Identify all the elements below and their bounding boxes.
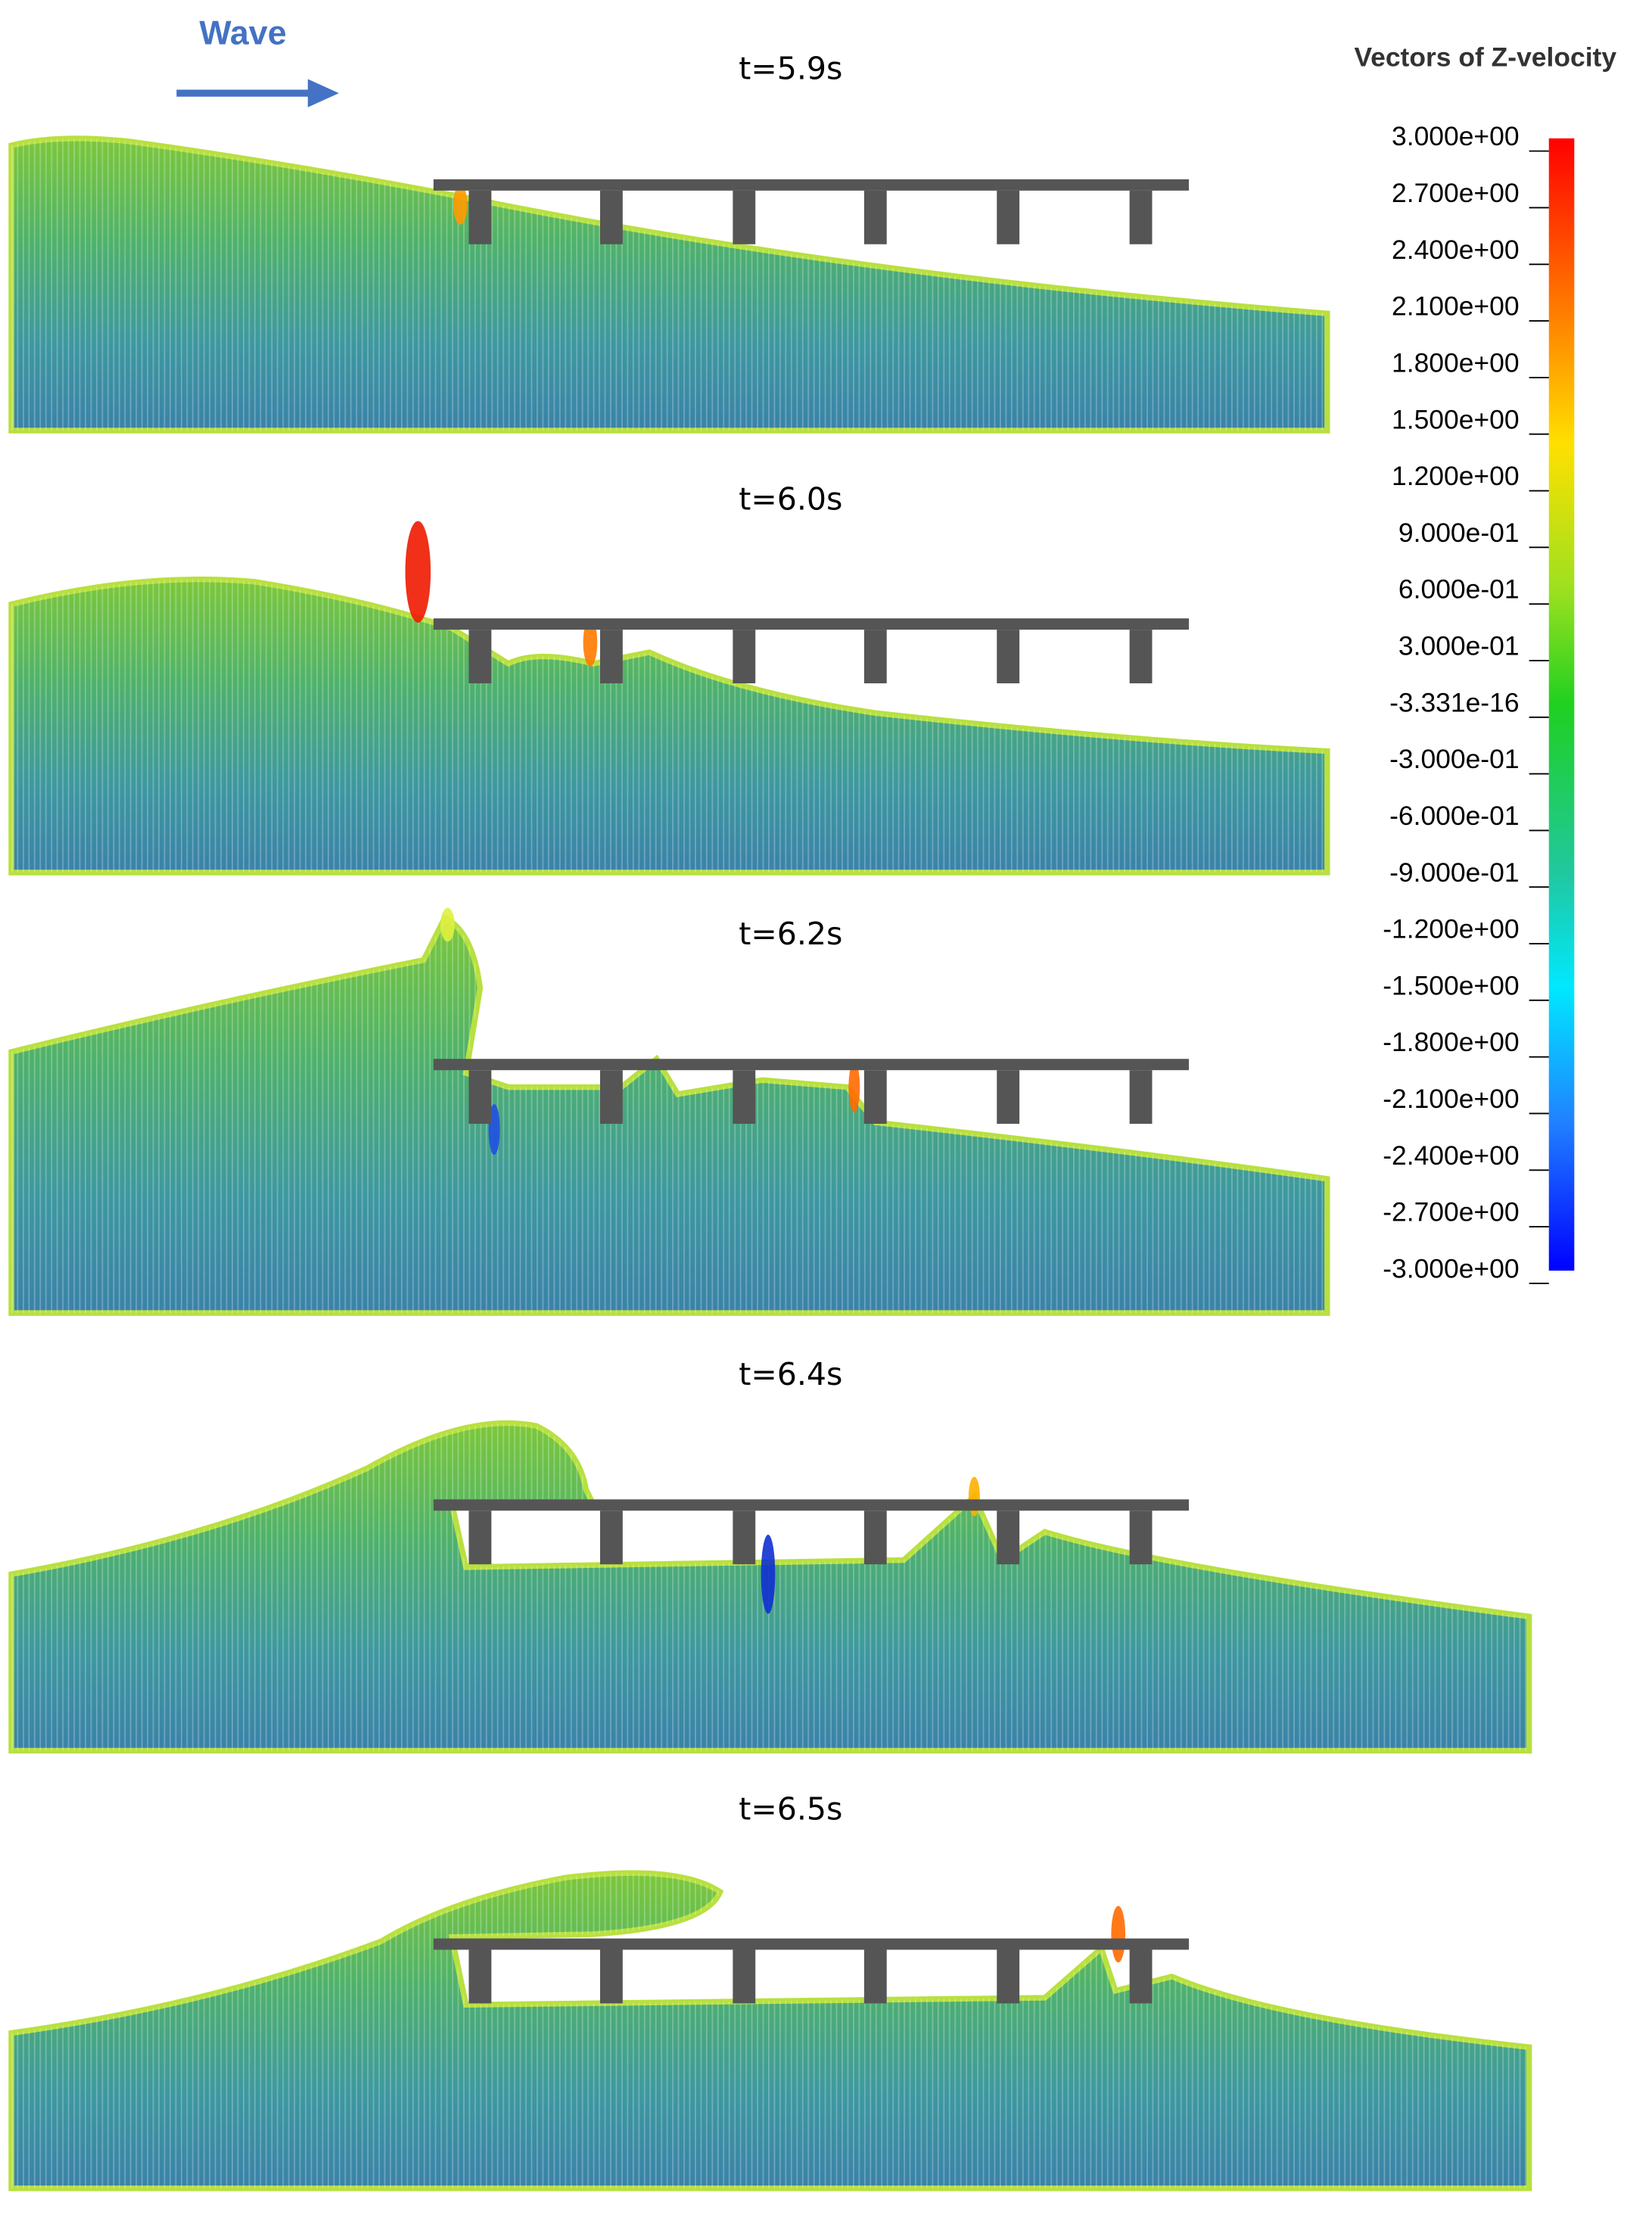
pile — [599, 1949, 623, 2004]
colorbar-tick-label: -2.400e+00 — [1383, 1140, 1519, 1171]
colorbar-tick-label: 2.100e+00 — [1392, 291, 1520, 322]
pile — [997, 630, 1020, 683]
pile — [468, 1070, 492, 1125]
colorbar-tick-label: -6.000e-01 — [1389, 801, 1519, 831]
pile — [733, 1949, 756, 2004]
colorbar-tick-label: -3.331e-16 — [1389, 687, 1519, 717]
pile — [733, 1510, 756, 1565]
panel-title: t=6.4s — [739, 1356, 842, 1392]
pile — [997, 1949, 1020, 2004]
colorbar-tick-label: 1.800e+00 — [1392, 347, 1520, 378]
pile — [599, 1070, 623, 1125]
velocity-highlight — [440, 907, 455, 942]
velocity-highlight — [405, 521, 431, 623]
pile — [1129, 1510, 1153, 1565]
vector-texture — [11, 1873, 1529, 2188]
pile — [1129, 190, 1153, 244]
pile — [997, 1510, 1020, 1565]
pile — [1129, 1949, 1153, 2004]
colorbar-tick-label: 3.000e+00 — [1392, 121, 1520, 151]
pile — [733, 630, 756, 683]
pile — [863, 190, 887, 244]
vector-texture — [11, 917, 1327, 1314]
pile — [997, 190, 1020, 244]
colorbar-tick-label: -3.000e-01 — [1389, 744, 1519, 774]
colorbar-tick-label: 2.700e+00 — [1392, 178, 1520, 208]
pile — [599, 1510, 623, 1565]
pile — [1129, 630, 1153, 683]
deck — [433, 1938, 1189, 1950]
colorbar-tick-label: 2.400e+00 — [1392, 235, 1520, 265]
deck — [433, 618, 1189, 630]
colorbar-tick-label: -1.500e+00 — [1383, 970, 1519, 1000]
velocity-highlight — [761, 1535, 776, 1614]
pile — [468, 1510, 492, 1565]
colorbar-tick-label: 9.000e-01 — [1398, 518, 1520, 548]
pile — [599, 190, 623, 244]
pile — [733, 190, 756, 244]
colorbar-tick-label: 6.000e-01 — [1398, 574, 1520, 605]
velocity-highlight — [453, 185, 468, 225]
pile — [468, 1949, 492, 2004]
panel-title: t=6.5s — [739, 1791, 842, 1828]
vector-texture — [11, 138, 1327, 431]
colorbar-tick-label: -9.000e-01 — [1389, 857, 1519, 888]
pile — [863, 1070, 887, 1125]
panel-title: t=5.9s — [739, 50, 842, 86]
pile — [863, 630, 887, 683]
deck — [433, 179, 1189, 191]
panel-title: t=6.0s — [739, 481, 842, 517]
pile — [1129, 1070, 1153, 1125]
colorbar-tick-label: -3.000e+00 — [1383, 1253, 1519, 1283]
colorbar-tick-label: -2.700e+00 — [1383, 1197, 1519, 1227]
colorbar — [1548, 138, 1575, 1271]
colorbar-tick-label: 3.000e-01 — [1398, 631, 1520, 661]
pile — [863, 1510, 887, 1565]
pile — [997, 1070, 1020, 1125]
pile — [468, 190, 492, 244]
vector-texture — [11, 579, 1327, 873]
colorbar-tick-label: -1.800e+00 — [1383, 1027, 1519, 1057]
legend-title: Vectors of Z-velocity — [1354, 42, 1616, 73]
colorbar-tick-label: 1.500e+00 — [1392, 404, 1520, 434]
pile — [733, 1070, 756, 1125]
velocity-highlight — [583, 618, 598, 667]
wave-label: Wave — [199, 14, 286, 51]
pile — [468, 630, 492, 683]
velocity-highlight — [848, 1061, 860, 1113]
colorbar-tick-label: 1.200e+00 — [1392, 461, 1520, 491]
pile — [599, 630, 623, 683]
colorbar-tick-label: -2.100e+00 — [1383, 1084, 1519, 1114]
panel-title: t=6.2s — [739, 916, 842, 952]
velocity-highlight — [1111, 1905, 1126, 1963]
wave-arrow-head — [307, 79, 339, 107]
colorbar-tick-label: -1.200e+00 — [1383, 914, 1519, 944]
deck — [433, 1499, 1189, 1511]
deck — [433, 1059, 1189, 1071]
pile — [863, 1949, 887, 2004]
